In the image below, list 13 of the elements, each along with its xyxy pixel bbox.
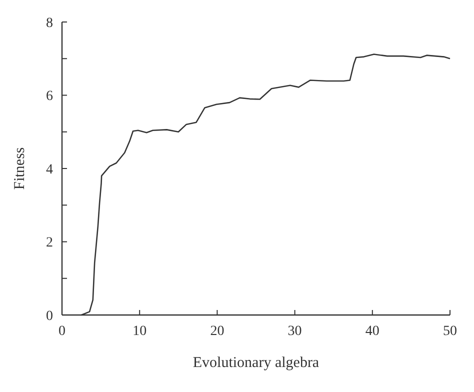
x-tick-label: 10 [132,324,147,339]
x-tick-label: 20 [210,324,224,339]
x-axis-title: Evolutionary algebra [192,355,320,371]
x-tick-label: 50 [443,324,457,339]
x-tick-label: 30 [288,324,302,339]
y-tick-label: 8 [46,16,53,31]
x-tick-label: 0 [58,324,66,339]
y-tick-label: 2 [46,236,53,251]
y-tick-label: 0 [46,308,53,324]
y-axis-title: Fitness [12,147,28,190]
x-tick-label: 40 [365,324,380,339]
y-tick-label: 6 [46,89,53,104]
y-tick-label: 4 [46,162,53,178]
